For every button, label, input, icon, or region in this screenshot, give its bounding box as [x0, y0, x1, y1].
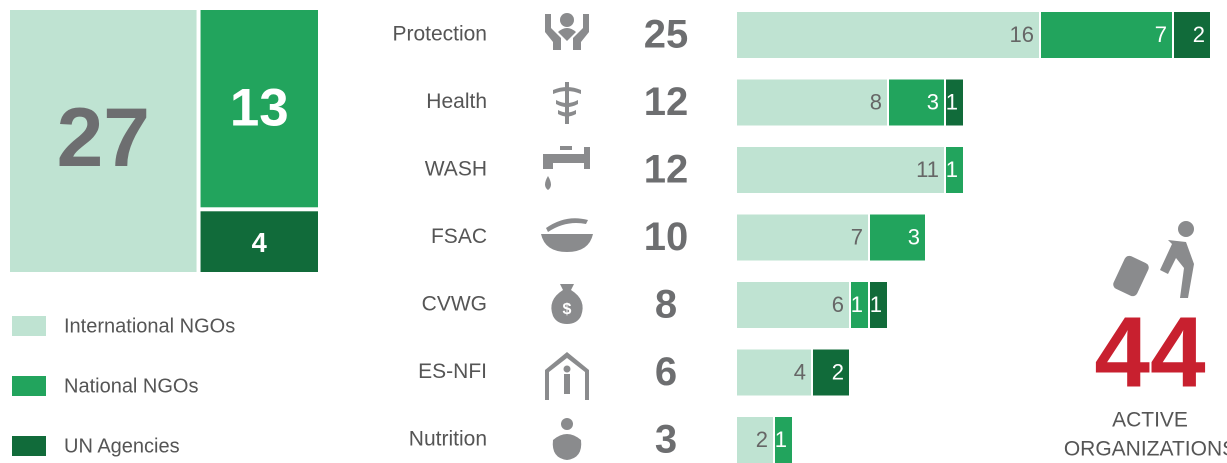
legend-label: UN Agencies	[64, 435, 180, 457]
protection-icon	[545, 13, 589, 50]
bar-segment	[737, 12, 1039, 58]
bar-segment	[889, 79, 944, 126]
bar-segment	[1041, 12, 1172, 58]
legend-label: National NGOs	[64, 375, 199, 397]
legend-swatch	[12, 316, 46, 336]
bar-segment	[737, 349, 811, 396]
total-label: 6	[655, 350, 677, 394]
es-nfi-icon	[545, 352, 589, 400]
total-caption: ORGANIZATIONS	[1064, 438, 1227, 461]
segment-label: 3	[908, 224, 920, 249]
treemap-label: 13	[230, 79, 289, 138]
bar-segment	[737, 282, 849, 328]
treemap-cell	[200, 211, 318, 272]
category-label: WASH	[425, 158, 487, 181]
category-label: Health	[426, 90, 487, 113]
total-label: 25	[644, 13, 689, 57]
category-label: Nutrition	[409, 428, 487, 451]
total-label: 12	[644, 80, 689, 124]
total-label: 3	[655, 418, 677, 462]
segment-label: 1	[775, 427, 787, 452]
category-label: FSAC	[431, 225, 487, 248]
bar-segment	[946, 79, 963, 126]
svg-text:$: $	[563, 301, 572, 318]
segment-label: 1	[946, 89, 958, 114]
walking-icon	[1113, 221, 1194, 298]
treemap-label: 4	[252, 227, 268, 258]
category-label: ES-NFI	[418, 360, 487, 383]
bar-segment	[1174, 12, 1210, 58]
segment-label: 7	[1155, 22, 1167, 47]
segment-label: 4	[794, 359, 806, 384]
bar-segment	[737, 147, 944, 193]
bar-segment	[775, 417, 792, 463]
category-label: Protection	[392, 23, 487, 46]
bar-segment	[851, 282, 868, 328]
category-label: CVWG	[422, 293, 487, 316]
bar-segment	[737, 417, 773, 463]
total-label: 12	[644, 148, 689, 192]
segment-label: 1	[946, 157, 958, 182]
segment-label: 6	[832, 292, 844, 317]
segment-label: 1	[851, 292, 863, 317]
nutrition-icon	[552, 418, 582, 460]
segment-label: 2	[756, 427, 768, 452]
total-caption: ACTIVE	[1112, 409, 1188, 432]
segment-label: 8	[870, 89, 882, 114]
fsac-icon	[541, 218, 593, 252]
bar-segment	[946, 147, 963, 193]
legend-label: International NGOs	[64, 315, 235, 337]
bar-segment	[870, 214, 925, 261]
bar-segment	[737, 214, 868, 261]
total-label: 8	[655, 283, 677, 327]
treemap-label: 27	[57, 90, 150, 184]
segment-label: 3	[927, 89, 939, 114]
segment-label: 7	[851, 224, 863, 249]
icons: $	[541, 13, 1194, 460]
wash-icon	[543, 146, 590, 190]
segment-label: 2	[1193, 22, 1205, 47]
segment-label: 16	[1010, 22, 1034, 47]
cvwg-icon: $	[551, 284, 583, 324]
total-number: 44	[1094, 296, 1206, 408]
segment-label: 11	[916, 157, 939, 182]
legend-swatch	[12, 436, 46, 456]
segment-label: 1	[870, 292, 882, 317]
legend-swatch	[12, 376, 46, 396]
total-label: 10	[644, 215, 689, 259]
treemap-cell	[10, 10, 197, 272]
bar-segment	[737, 79, 887, 126]
bar-segment	[813, 349, 849, 396]
health-icon	[553, 82, 581, 124]
segment-label: 2	[832, 359, 844, 384]
treemap-cell	[200, 10, 318, 208]
bar-segment	[870, 282, 887, 328]
